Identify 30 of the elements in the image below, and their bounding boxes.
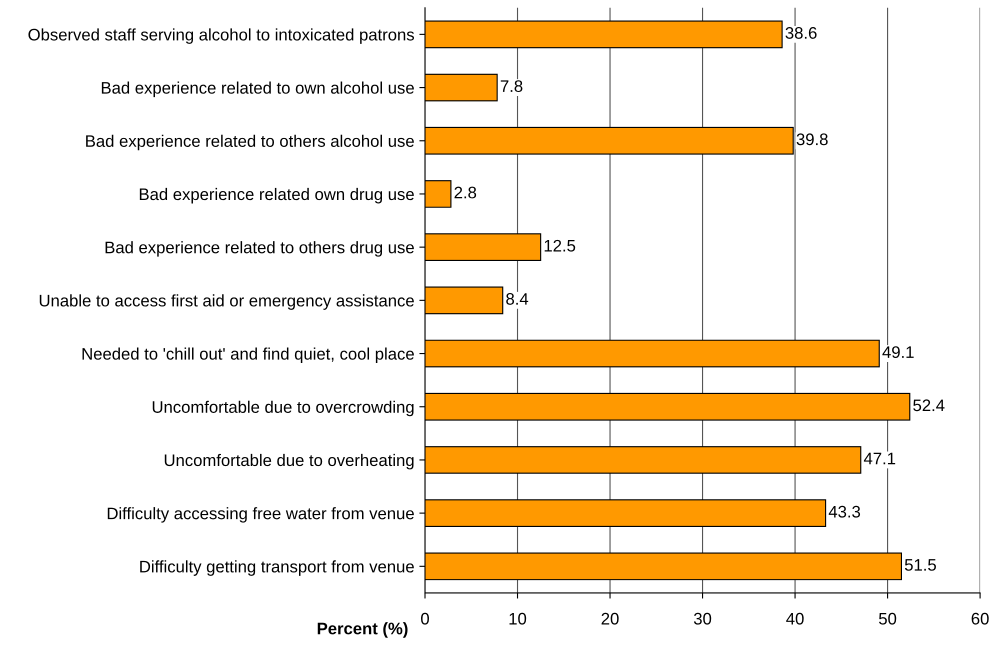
data-label: 8.4 [506, 293, 528, 305]
data-label: 47.1 [864, 452, 896, 464]
data-label: 39.8 [796, 133, 828, 146]
x-tick-label: 50 [878, 612, 896, 625]
data-label: 51.5 [904, 559, 936, 571]
y-tick-label: Uncomfortable due to overheating [164, 454, 414, 470]
data-label: 7.8 [500, 80, 522, 92]
y-tick-label: Needed to 'chill out' and find quiet, cool place [82, 348, 414, 364]
y-tick-label: Difficulty accessing free water from venue [108, 507, 414, 523]
x-tick-label: 0 [421, 612, 429, 625]
y-tick-label: Bad experience related to others alcohol use [86, 134, 414, 150]
x-axis-title: Percent (%) [318, 622, 408, 638]
x-tick-label: 40 [786, 612, 804, 625]
x-tick-label: 20 [602, 612, 619, 625]
x-tick-label: 60 [972, 612, 989, 625]
y-tick-label: Bad experience related to own alcohol use [102, 82, 414, 98]
data-label: 43.3 [828, 506, 860, 518]
data-label: 49.1 [882, 346, 914, 358]
y-tick-label: Difficulty getting transport from venue [140, 560, 414, 576]
data-label: 2.8 [454, 186, 476, 198]
y-tick-label: Unable to access first aid or emergency assistance [40, 294, 414, 310]
x-tick-label: 30 [694, 612, 712, 625]
data-label: 38.6 [786, 27, 817, 39]
y-tick-label: Bad experience related own drug use [140, 188, 414, 204]
data-label: 12.5 [544, 240, 576, 252]
x-tick-label: 10 [510, 612, 526, 625]
y-tick-label: Uncomfortable due to overcrowding [152, 400, 414, 416]
y-tick-label: Observed staff serving alcohol to intoxicated patrons [28, 28, 414, 44]
data-label: 52.4 [913, 399, 945, 412]
y-tick-label: Bad experience related to others drug use [106, 241, 414, 257]
